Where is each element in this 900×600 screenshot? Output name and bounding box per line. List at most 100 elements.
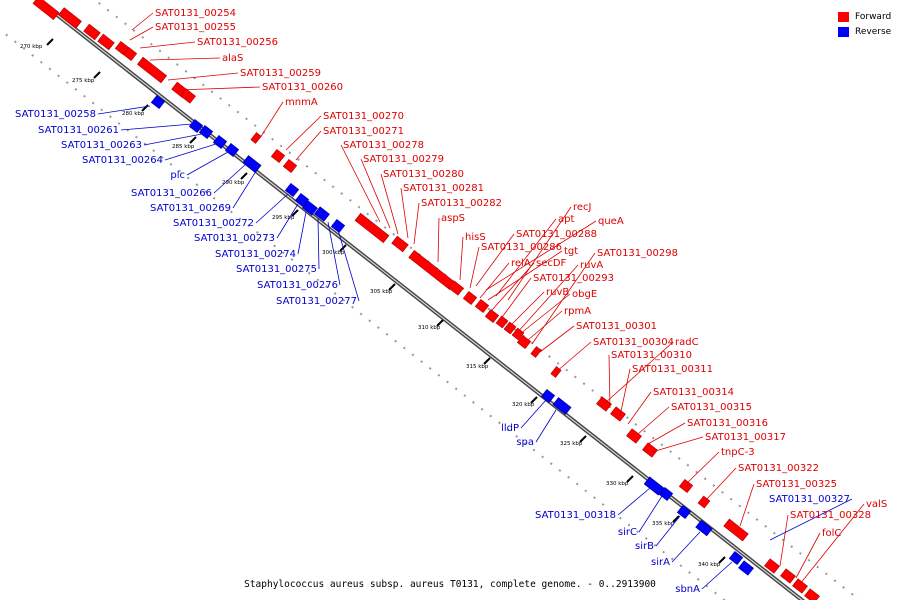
reverse-gene-label: SAT0131_00264 bbox=[82, 155, 163, 166]
forward-gene-label: SAT0131_00322 bbox=[738, 463, 819, 474]
legend-reverse-label: Reverse bbox=[855, 26, 892, 37]
reverse-gene-leader bbox=[276, 203, 299, 239]
forward-gene-label: apt bbox=[558, 214, 574, 225]
reverse-gene-leader bbox=[297, 211, 307, 255]
legend: Forward Reverse bbox=[838, 9, 891, 39]
reverse-gene-label: SAT0131_00266 bbox=[131, 188, 212, 199]
reverse-gene-leader bbox=[164, 143, 217, 161]
reverse-gene-leader bbox=[769, 498, 853, 541]
forward-gene-label: tgt bbox=[564, 246, 578, 257]
forward-gene bbox=[780, 568, 796, 584]
forward-gene bbox=[516, 334, 532, 350]
reverse-gene-leader bbox=[317, 217, 320, 270]
forward-gene-label: SAT0131_00256 bbox=[197, 37, 278, 48]
tick-label: 280 kbp bbox=[122, 111, 145, 117]
forward-gene-leader bbox=[129, 26, 154, 41]
forward-gene-leader bbox=[555, 341, 592, 373]
reverse-gene-label: lldP bbox=[501, 423, 519, 434]
reverse-gene-leader bbox=[97, 105, 151, 115]
forward-gene-leader bbox=[485, 220, 597, 291]
forward-gene-label: mnmA bbox=[285, 97, 318, 108]
forward-gene-label: ruvA bbox=[580, 260, 603, 271]
tick-label: 300 kbp bbox=[322, 250, 345, 256]
forward-gene-leader bbox=[400, 187, 409, 239]
reverse-gene bbox=[540, 388, 556, 404]
tick-mark bbox=[436, 319, 444, 327]
forward-gene-label: SAT0131_00280 bbox=[383, 169, 464, 180]
reverse-gene-leader bbox=[520, 399, 547, 429]
forward-gene-label: SAT0131_00259 bbox=[240, 68, 321, 79]
tick-label: 310 kbp bbox=[418, 325, 441, 331]
forward-gene-leader bbox=[515, 264, 579, 335]
reverse-gene-label: sirB bbox=[635, 541, 654, 552]
forward-gene bbox=[122, 46, 138, 62]
forward-gene-leader bbox=[499, 277, 532, 321]
forward-gene-leader bbox=[139, 41, 196, 49]
forward-gene-label: SAT0131_00301 bbox=[576, 321, 657, 332]
legend-forward-label: Forward bbox=[855, 11, 892, 22]
reverse-gene-leader bbox=[337, 229, 360, 302]
forward-gene-label: SAT0131_00254 bbox=[155, 8, 236, 19]
forward-gene-leader bbox=[619, 368, 631, 417]
forward-gene bbox=[83, 23, 101, 41]
tick-mark bbox=[93, 71, 101, 79]
forward-gene bbox=[764, 558, 780, 574]
reverse-gene-leader bbox=[535, 409, 557, 443]
forward-gene-leader bbox=[177, 86, 261, 91]
forward-gene-leader bbox=[531, 252, 596, 345]
reverse-gene bbox=[738, 560, 754, 576]
forward-gene bbox=[448, 280, 464, 296]
forward-gene bbox=[391, 235, 409, 253]
reverse-gene-leader bbox=[327, 221, 341, 286]
forward-gene-label: obgE bbox=[572, 289, 597, 300]
forward-gene-label: SAT0131_00325 bbox=[756, 479, 837, 490]
reverse-gene-label: SAT0131_00275 bbox=[236, 264, 317, 275]
forward-gene bbox=[354, 212, 390, 244]
tick-mark bbox=[141, 104, 149, 112]
reverse-gene bbox=[302, 200, 318, 216]
forward-gene-leader bbox=[739, 483, 755, 527]
reverse-gene-label: SAT0131_00277 bbox=[276, 296, 357, 307]
tick-mark bbox=[291, 209, 299, 217]
legend-forward: Forward bbox=[838, 9, 891, 24]
forward-gene-label: SAT0131_00286 bbox=[481, 242, 562, 253]
reverse-gene-label: SAT0131_00318 bbox=[535, 510, 616, 521]
forward-gene-leader bbox=[380, 173, 399, 235]
legend-reverse-swatch bbox=[838, 26, 849, 37]
reverse-gene-label: SAT0131_00327 bbox=[769, 494, 850, 505]
genome-caption: Staphylococcus aureus subsp. aureus T013… bbox=[244, 579, 656, 590]
reverse-gene-label: spa bbox=[516, 437, 534, 448]
forward-gene bbox=[530, 346, 542, 358]
forward-gene-leader bbox=[413, 202, 420, 245]
forward-gene-leader bbox=[167, 72, 239, 81]
reverse-gene-label: SAT0131_00261 bbox=[38, 125, 119, 136]
forward-gene bbox=[462, 290, 478, 306]
forward-gene bbox=[474, 298, 490, 314]
forward-gene-label: SAT0131_00311 bbox=[632, 364, 713, 375]
forward-gene bbox=[58, 7, 82, 29]
reverse-gene-leader bbox=[671, 531, 701, 563]
reverse-gene bbox=[314, 206, 330, 222]
reverse-gene-leader bbox=[255, 193, 289, 224]
reverse-gene-label: SAT0131_00274 bbox=[215, 249, 296, 260]
forward-gene bbox=[270, 148, 286, 164]
tick-mark bbox=[530, 396, 538, 404]
forward-gene-leader bbox=[685, 451, 720, 485]
forward-gene-leader bbox=[437, 217, 440, 263]
reverse-gene-label: plc bbox=[170, 170, 185, 181]
forward-gene-label: SAT0131_00317 bbox=[705, 432, 786, 443]
reverse-gene-label: SAT0131_00269 bbox=[150, 203, 231, 214]
forward-gene-leader bbox=[603, 341, 674, 405]
forward-gene-leader bbox=[795, 532, 821, 579]
forward-gene-leader bbox=[469, 246, 480, 289]
reverse-gene bbox=[150, 94, 166, 110]
reverse-gene-leader bbox=[617, 487, 651, 516]
reverse-gene-label: SAT0131_00276 bbox=[257, 280, 338, 291]
forward-gene-label: SAT0131_00279 bbox=[363, 154, 444, 165]
tick-mark bbox=[46, 38, 54, 46]
forward-gene bbox=[282, 158, 298, 174]
tick-label: 335 kbp bbox=[652, 521, 675, 527]
forward-gene-leader bbox=[495, 218, 557, 297]
forward-gene bbox=[678, 478, 694, 494]
